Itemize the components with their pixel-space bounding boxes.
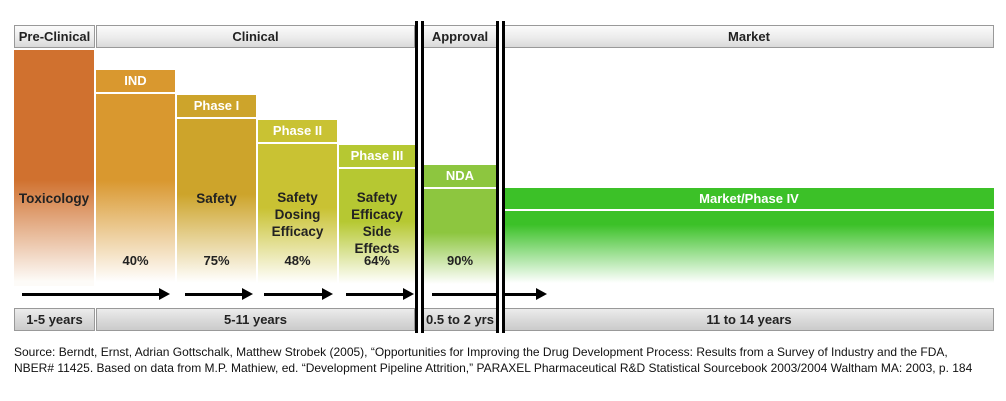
arrow-line bbox=[264, 293, 324, 296]
source-line-2: NBER# 11425. Based on data from M.P. Mat… bbox=[14, 360, 973, 375]
header-approval: Approval bbox=[423, 25, 497, 48]
arrow-head-icon bbox=[403, 288, 414, 300]
market-phase4-bar bbox=[504, 211, 994, 286]
ind-percent: 40% bbox=[122, 253, 149, 268]
arrow-head-icon bbox=[322, 288, 333, 300]
ind-label-strip: IND bbox=[96, 70, 175, 92]
nda-label-strip: NDA bbox=[424, 165, 496, 187]
phase2-body-label: Safety Dosing Efficacy bbox=[271, 190, 324, 239]
nda-bar bbox=[424, 189, 496, 286]
phase2-strip-label: Phase II bbox=[272, 123, 323, 138]
phase3-bar bbox=[339, 169, 415, 286]
divider-approval-market bbox=[496, 21, 505, 333]
divider-clinical-approval bbox=[415, 21, 424, 333]
arrow-phase3 bbox=[346, 288, 414, 300]
phase3-strip-label: Phase III bbox=[350, 148, 404, 163]
toxicology-bar bbox=[14, 50, 94, 286]
phase1-percent: 75% bbox=[203, 253, 230, 268]
source-citation: Source: Berndt, Ernst, Adrian Gottschalk… bbox=[14, 345, 994, 376]
header-clinical: Clinical bbox=[96, 25, 415, 48]
timeline-market: 11 to 14 years bbox=[504, 308, 994, 331]
arrow-phase2 bbox=[264, 288, 333, 300]
arrow-head-icon bbox=[242, 288, 253, 300]
arrow-phase1 bbox=[185, 288, 253, 300]
phase1-strip-label: Phase I bbox=[193, 98, 240, 113]
arrow-approval-to-market bbox=[432, 288, 547, 300]
phase2-label-strip: Phase II bbox=[258, 120, 337, 142]
market-phase4-label-strip: Market/Phase IV bbox=[504, 188, 994, 209]
phase3-percent: 64% bbox=[363, 253, 391, 268]
nda-percent: 90% bbox=[446, 253, 474, 268]
arrow-preclinical bbox=[22, 288, 170, 300]
timeline-pre-clinical: 1-5 years bbox=[14, 308, 95, 331]
arrow-line bbox=[22, 293, 161, 296]
nda-strip-label: NDA bbox=[445, 168, 475, 183]
arrow-line bbox=[346, 293, 405, 296]
header-pre-clinical: Pre-Clinical bbox=[14, 25, 95, 48]
timeline-clinical: 5-11 years bbox=[96, 308, 415, 331]
phase1-bar bbox=[177, 119, 256, 286]
ind-bar bbox=[96, 94, 175, 286]
phase2-bar bbox=[258, 144, 337, 286]
phase2-percent: 48% bbox=[284, 253, 311, 268]
arrow-line bbox=[185, 293, 244, 296]
arrow-line bbox=[432, 293, 538, 296]
arrow-head-icon bbox=[536, 288, 547, 300]
market-phase4-strip-label: Market/Phase IV bbox=[699, 191, 799, 206]
header-market: Market bbox=[504, 25, 994, 48]
phase1-body-label: Safety bbox=[196, 191, 237, 206]
arrow-head-icon bbox=[159, 288, 170, 300]
timeline-approval: 0.5 to 2 yrs bbox=[423, 308, 497, 331]
toxicology-body-label: Toxicology bbox=[18, 191, 90, 206]
phase3-body-label: Safety Efficacy Side Effects bbox=[351, 190, 403, 256]
ind-strip-label: IND bbox=[124, 73, 147, 88]
phase3-label-strip: Phase III bbox=[339, 145, 415, 167]
phase1-label-strip: Phase I bbox=[177, 95, 256, 117]
source-line-1: Source: Berndt, Ernst, Adrian Gottschalk… bbox=[14, 345, 948, 359]
